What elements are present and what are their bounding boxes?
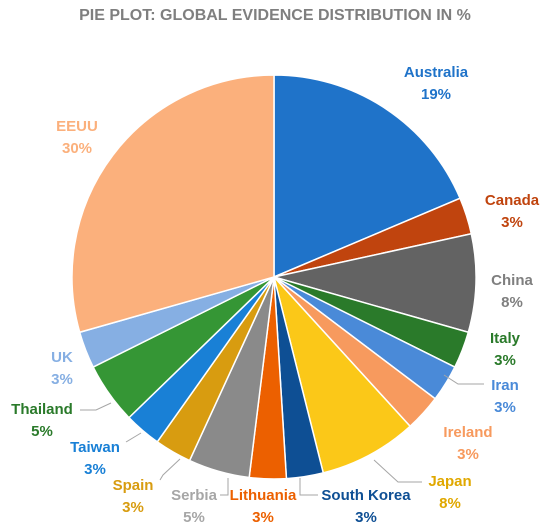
leader-line-serbia <box>220 478 229 496</box>
pie-slice-japan <box>273 276 412 474</box>
slice-value-italy: 3% <box>494 352 516 369</box>
slice-value-thailand: 5% <box>31 423 53 440</box>
slice-value-china: 8% <box>501 294 523 311</box>
slice-value-eeuu: 30% <box>62 140 92 157</box>
slice-label-serbia: Serbia <box>171 487 218 504</box>
slice-label-japan: Japan <box>428 473 471 490</box>
leader-line-japan <box>373 459 422 483</box>
chart-title: PIE PLOT: GLOBAL EVIDENCE DISTRIBUTION I… <box>79 7 471 24</box>
slice-value-iran: 3% <box>494 399 516 416</box>
pie-slices <box>71 74 477 480</box>
slice-label-italy: Italy <box>490 330 521 347</box>
pie-slice-australia <box>273 74 462 279</box>
slice-label-canada: Canada <box>485 192 540 209</box>
slice-label-ireland: Ireland <box>443 424 492 441</box>
slice-label-thailand: Thailand <box>11 401 73 418</box>
leader-line-iran <box>443 374 484 385</box>
slice-value-south-korea: 3% <box>355 509 377 526</box>
pie-slice-eeuu <box>71 74 275 334</box>
slice-value-ireland: 3% <box>457 446 479 463</box>
slice-label-spain: Spain <box>113 477 154 494</box>
leader-line-taiwan <box>125 432 142 443</box>
slice-label-south-korea: South Korea <box>321 487 411 504</box>
slice-label-uk: UK <box>51 349 73 366</box>
slice-value-spain: 3% <box>122 499 144 516</box>
leader-line-south-korea <box>299 478 318 496</box>
slice-value-japan: 8% <box>439 495 461 512</box>
pie-slice-china <box>273 232 477 334</box>
slice-value-lithuania: 3% <box>252 509 274 526</box>
slice-label-australia: Australia <box>404 64 469 81</box>
slice-value-serbia: 5% <box>183 509 205 526</box>
slice-label-iran: Iran <box>491 377 519 394</box>
slice-label-taiwan: Taiwan <box>70 439 120 456</box>
slice-value-australia: 19% <box>421 86 451 103</box>
slice-label-lithuania: Lithuania <box>230 487 297 504</box>
leader-lines <box>80 374 484 496</box>
slice-value-canada: 3% <box>501 214 523 231</box>
leader-line-thailand <box>80 402 112 411</box>
slice-value-uk: 3% <box>51 371 73 388</box>
slice-label-eeuu: EEUU <box>56 118 98 135</box>
slice-label-china: China <box>491 272 533 289</box>
slice-value-taiwan: 3% <box>84 461 106 478</box>
leader-line-spain <box>159 458 181 481</box>
slice-labels: Australia 19% Canada 3% China 8% Italy 3% Iran 3%… <box>11 64 540 526</box>
